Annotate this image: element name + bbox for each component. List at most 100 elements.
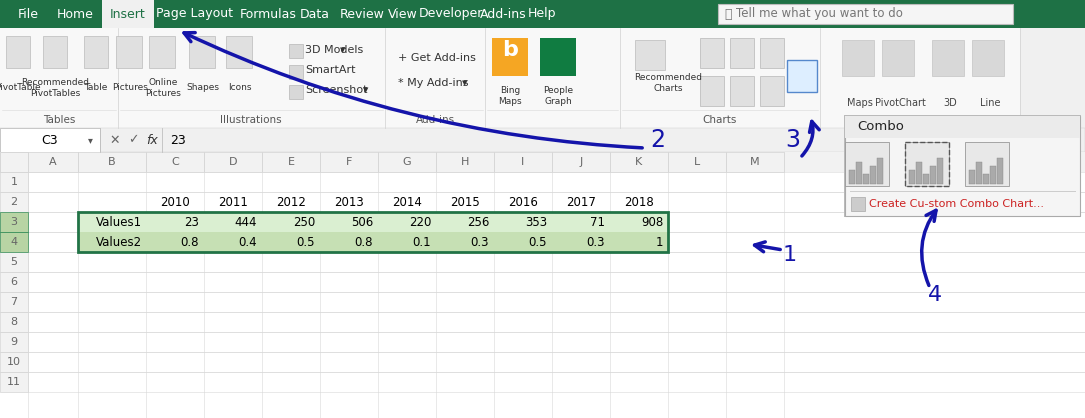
Bar	[700, 76, 724, 106]
Text: 5: 5	[11, 257, 17, 267]
Bar	[540, 38, 576, 76]
Text: G: G	[403, 157, 411, 167]
Bar	[78, 212, 668, 232]
Bar	[494, 152, 552, 172]
Bar	[0, 312, 28, 332]
Bar	[997, 158, 1003, 184]
Text: View: View	[388, 8, 418, 20]
Text: Developer: Developer	[419, 8, 483, 20]
Text: Formulas: Formulas	[240, 8, 296, 20]
Text: 2: 2	[651, 128, 665, 152]
Text: SmartArt: SmartArt	[305, 65, 356, 75]
Bar	[932, 40, 963, 76]
Text: Icons: Icons	[228, 84, 252, 92]
Text: H: H	[461, 157, 469, 167]
Bar	[965, 142, 1009, 186]
Text: + Get Add-ins: + Get Add-ins	[398, 53, 476, 63]
Text: Add-ins: Add-ins	[480, 8, 526, 20]
Bar	[969, 170, 975, 184]
Bar	[43, 36, 67, 68]
Text: Help: Help	[527, 8, 557, 20]
Bar	[378, 152, 436, 172]
Text: Data: Data	[299, 8, 330, 20]
Text: Recommended
Charts: Recommended Charts	[634, 73, 702, 93]
Text: ✕: ✕	[110, 133, 120, 146]
Text: Line: Line	[980, 98, 1000, 108]
Bar	[976, 162, 982, 184]
Bar	[0, 152, 1085, 418]
Bar	[289, 44, 303, 58]
Text: 9: 9	[11, 337, 17, 347]
Bar	[146, 152, 204, 172]
Text: File: File	[17, 8, 38, 20]
Text: Screenshot: Screenshot	[305, 85, 368, 95]
Bar	[610, 152, 668, 172]
Bar	[0, 212, 28, 232]
Bar	[84, 36, 108, 68]
Text: C: C	[171, 157, 179, 167]
Bar	[851, 197, 865, 211]
Bar	[0, 28, 1085, 128]
Text: 7: 7	[11, 297, 17, 307]
Text: I: I	[522, 157, 525, 167]
Text: ▼: ▼	[363, 87, 369, 93]
Bar	[718, 4, 1013, 24]
Text: ⌕: ⌕	[724, 8, 731, 20]
Bar	[552, 152, 610, 172]
Bar	[845, 116, 1080, 216]
Bar	[909, 170, 915, 184]
Bar	[0, 252, 28, 272]
Text: Insert: Insert	[110, 8, 145, 20]
Text: 23: 23	[184, 216, 199, 229]
Bar	[972, 40, 1004, 76]
Bar	[870, 166, 876, 184]
Bar	[905, 142, 949, 186]
Text: E: E	[288, 157, 294, 167]
Text: 8: 8	[11, 317, 17, 327]
Bar	[436, 152, 494, 172]
Text: PivotTable: PivotTable	[0, 84, 41, 92]
Text: Review: Review	[340, 8, 384, 20]
Bar	[149, 36, 175, 68]
Text: 10: 10	[7, 357, 21, 367]
Bar	[189, 36, 215, 68]
Bar	[289, 65, 303, 79]
Bar	[842, 40, 875, 76]
Bar	[845, 142, 889, 186]
Text: 0.3: 0.3	[471, 235, 489, 248]
Bar	[320, 152, 378, 172]
Bar	[760, 38, 784, 68]
Text: 1: 1	[11, 177, 17, 187]
Bar	[787, 60, 817, 92]
Bar	[261, 152, 320, 172]
Text: Tables: Tables	[42, 115, 75, 125]
Bar	[730, 38, 754, 68]
Bar	[0, 232, 28, 252]
Text: 353: 353	[525, 216, 547, 229]
Text: A: A	[49, 157, 56, 167]
Text: Page Layout: Page Layout	[156, 8, 233, 20]
Text: Recommended
PivotTables: Recommended PivotTables	[21, 78, 89, 98]
Text: 2012: 2012	[276, 196, 306, 209]
Text: PivotChart: PivotChart	[875, 98, 926, 108]
Text: 3D Models: 3D Models	[305, 45, 363, 55]
Bar	[700, 38, 724, 68]
Bar	[102, 0, 154, 28]
Text: Tell me what you want to do: Tell me what you want to do	[736, 8, 903, 20]
Text: J: J	[579, 157, 583, 167]
Bar	[1020, 28, 1085, 128]
Text: Maps: Maps	[847, 98, 873, 108]
Text: 23: 23	[170, 133, 186, 146]
Text: 0.1: 0.1	[412, 235, 431, 248]
Text: Create Cu­stom Combo Chart...: Create Cu­stom Combo Chart...	[869, 199, 1044, 209]
Bar	[78, 152, 146, 172]
Text: Bing
Maps: Bing Maps	[498, 86, 522, 106]
Bar	[845, 116, 1080, 138]
Text: 3: 3	[786, 128, 801, 152]
Text: 2013: 2013	[334, 196, 363, 209]
Bar	[856, 162, 861, 184]
Text: 0.5: 0.5	[296, 235, 315, 248]
Bar	[0, 372, 28, 392]
Bar	[0, 212, 28, 232]
Text: K: K	[636, 157, 642, 167]
